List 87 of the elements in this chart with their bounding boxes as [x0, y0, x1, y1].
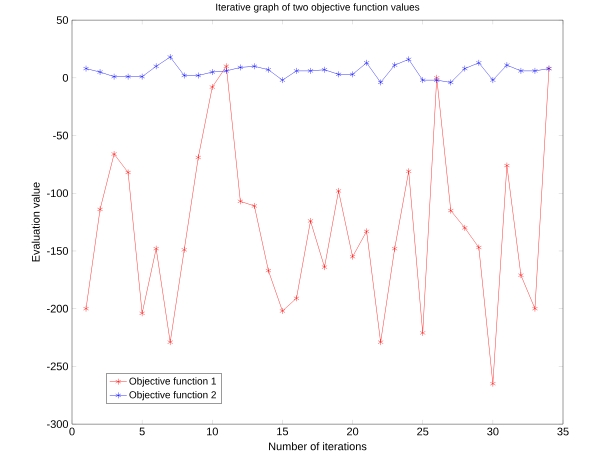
point [153, 63, 159, 70]
point [434, 76, 440, 84]
y-tick-label: 0 [62, 74, 68, 82]
point [504, 62, 510, 68]
point [210, 68, 216, 76]
point [434, 74, 440, 81]
point [252, 63, 258, 70]
point [111, 73, 117, 80]
point [308, 218, 314, 224]
point [518, 68, 524, 74]
point [195, 154, 202, 161]
point [406, 168, 412, 174]
point [476, 60, 482, 66]
point [490, 380, 496, 387]
point [308, 68, 314, 74]
point [210, 84, 216, 90]
x-tick-label: 10 [207, 428, 218, 436]
point [504, 162, 510, 169]
point [476, 244, 482, 251]
point [266, 66, 272, 73]
point [532, 305, 538, 312]
x-axis-title: Number of iterations [269, 442, 366, 450]
point [448, 207, 454, 214]
point [97, 206, 103, 213]
point [181, 72, 188, 79]
point [83, 305, 89, 312]
y-tick-label: -250 [47, 362, 68, 370]
point [280, 76, 286, 84]
y-tick-label: -100 [47, 189, 68, 198]
y-tick-label: -150 [47, 247, 68, 255]
point [224, 63, 230, 70]
point [336, 71, 342, 78]
point [153, 245, 159, 252]
point [406, 56, 412, 62]
point [224, 68, 230, 74]
point [266, 267, 272, 274]
point [364, 60, 370, 66]
x-tick-label: 25 [417, 428, 428, 436]
point [280, 308, 286, 314]
point [294, 295, 300, 302]
y-tick-label: -300 [47, 420, 68, 428]
point [125, 73, 131, 80]
y-axis-title: Evaluation value [32, 182, 40, 262]
point [125, 169, 131, 176]
legend-label: Objective function 2 [129, 390, 216, 400]
point [448, 79, 454, 86]
point [392, 245, 398, 252]
point [350, 254, 356, 260]
point [462, 224, 468, 232]
x-tick-label: 0 [69, 428, 75, 436]
x-tick-label: 5 [140, 428, 145, 436]
legend-label: Objective function 1 [129, 377, 216, 387]
point [518, 272, 524, 278]
x-tick-label: 35 [557, 428, 569, 436]
point [322, 66, 328, 73]
point [378, 338, 384, 346]
chart-title: Iterative graph of two objective function values [216, 3, 420, 13]
point [83, 65, 89, 72]
y-tick-label: 50 [56, 16, 68, 24]
point [350, 71, 356, 78]
point [167, 54, 173, 60]
point [195, 72, 202, 79]
point [238, 64, 244, 71]
point [139, 310, 145, 316]
point [294, 68, 300, 74]
x-tick-label: 20 [347, 428, 358, 436]
y-tick-label: -200 [47, 304, 68, 313]
point [378, 79, 384, 86]
x-tick-label: 30 [487, 428, 499, 436]
point [462, 65, 468, 72]
point [238, 198, 244, 204]
point [420, 330, 426, 336]
point [97, 68, 103, 76]
point [111, 150, 117, 158]
point [252, 202, 258, 210]
point [532, 68, 538, 74]
point [490, 76, 496, 84]
point [364, 228, 370, 234]
point [322, 264, 328, 270]
point [336, 188, 342, 194]
point [139, 73, 145, 80]
point [420, 76, 426, 84]
y-tick-label: -50 [53, 132, 68, 140]
point [181, 246, 188, 253]
point [167, 338, 173, 346]
point [392, 62, 398, 68]
x-tick-label: 15 [277, 428, 288, 436]
